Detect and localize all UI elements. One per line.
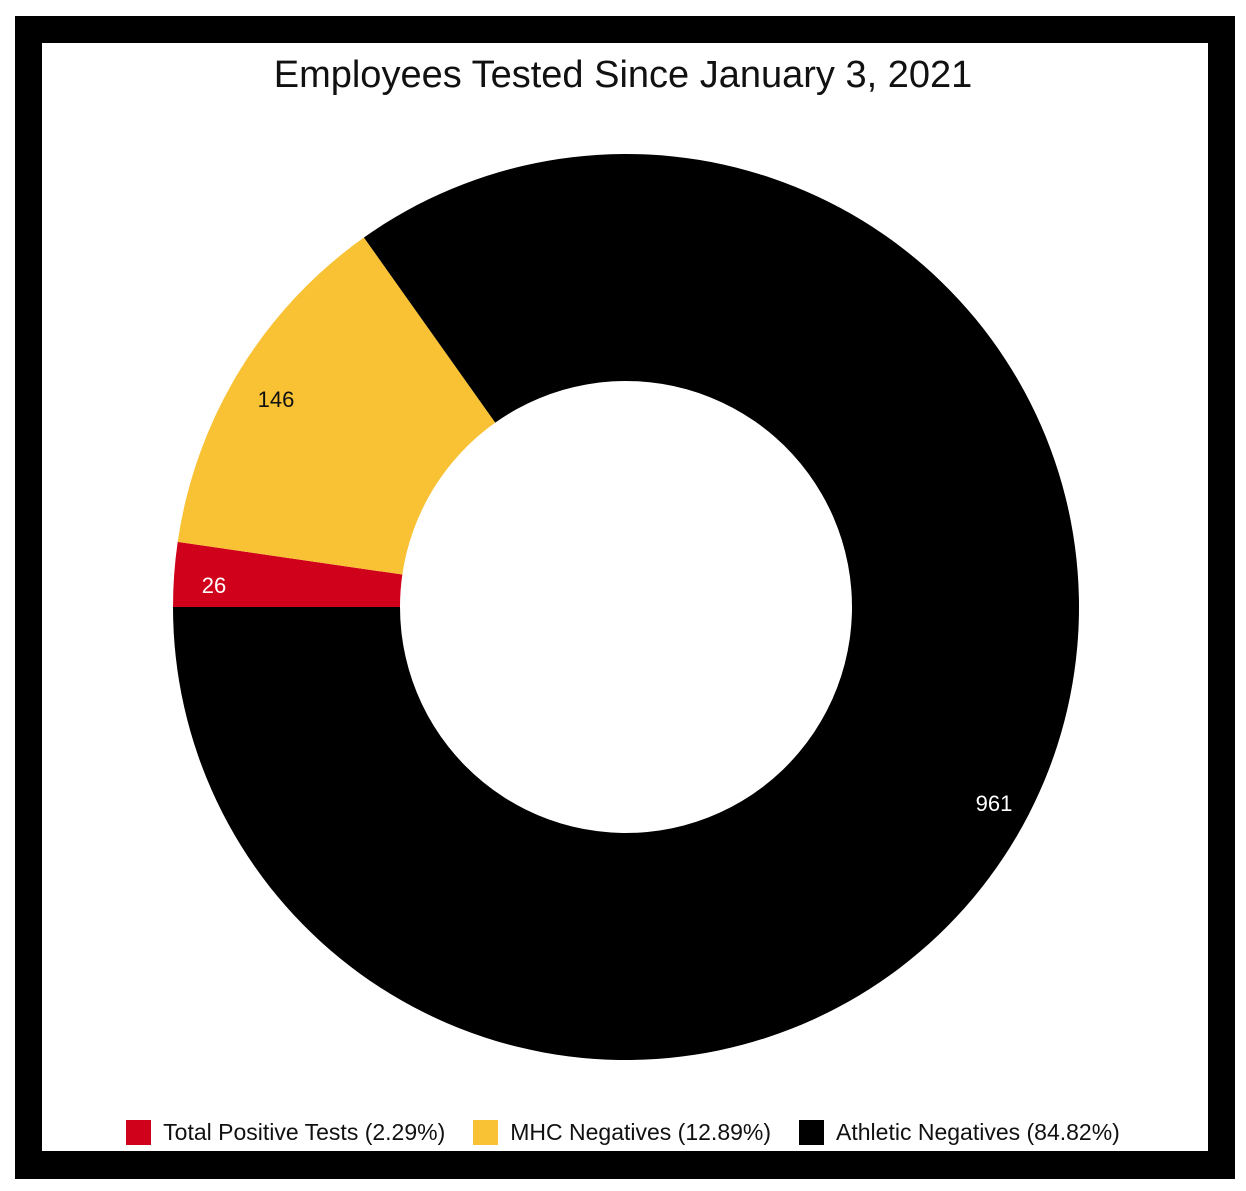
legend-swatch-black bbox=[799, 1119, 825, 1145]
slice-label-total-positive-tests: 26 bbox=[202, 573, 226, 598]
legend-item-total-positive-tests[interactable]: Total Positive Tests (2.29%) bbox=[126, 1119, 445, 1146]
slice-label-mhc-negatives: 146 bbox=[258, 387, 295, 412]
slice-mhc-negatives bbox=[177, 237, 496, 575]
chart-legend: Total Positive Tests (2.29%) MHC Negativ… bbox=[0, 1112, 1246, 1152]
legend-swatch-yellow bbox=[473, 1119, 499, 1145]
legend-label: Total Positive Tests (2.29%) bbox=[163, 1118, 446, 1145]
slice-athletic-negatives bbox=[173, 153, 1079, 1060]
chart-title: Employees Tested Since January 3, 2021 bbox=[273, 54, 973, 96]
legend-item-athletic-negatives[interactable]: Athletic Negatives (84.82%) bbox=[799, 1119, 1120, 1146]
slice-total-positive-tests bbox=[173, 541, 403, 607]
slice-label-athletic-negatives: 961 bbox=[976, 791, 1013, 816]
legend-label: MHC Negatives (12.89%) bbox=[510, 1118, 772, 1145]
legend-item-mhc-negatives[interactable]: MHC Negatives (12.89%) bbox=[473, 1119, 771, 1146]
legend-label: Athletic Negatives (84.82%) bbox=[836, 1118, 1120, 1145]
legend-swatch-red bbox=[126, 1119, 152, 1145]
